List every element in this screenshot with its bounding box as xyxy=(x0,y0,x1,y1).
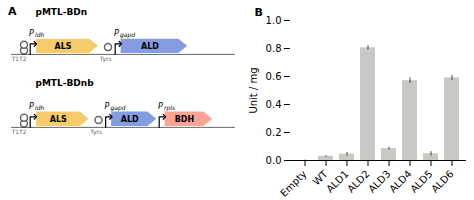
svg-text:WT: WT xyxy=(310,168,330,188)
svg-text:Tyrs: Tyrs xyxy=(89,128,102,136)
svg-text:gapd: gapd xyxy=(110,104,125,112)
svg-text:0.8: 0.8 xyxy=(266,43,282,54)
svg-text:ALD: ALD xyxy=(121,115,139,124)
svg-text:0.0: 0.0 xyxy=(266,155,282,166)
svg-text:gapd: gapd xyxy=(120,31,135,39)
svg-text:Empty: Empty xyxy=(278,168,309,199)
svg-text:P: P xyxy=(29,29,34,38)
svg-text:BDH: BDH xyxy=(175,115,194,124)
svg-text:pMTL-BDn: pMTL-BDn xyxy=(35,7,87,17)
svg-text:ALD1: ALD1 xyxy=(324,168,351,195)
svg-text:ALD5: ALD5 xyxy=(408,168,435,195)
svg-text:P: P xyxy=(158,102,163,111)
svg-text:0.2: 0.2 xyxy=(266,127,282,138)
svg-text:Tyrs: Tyrs xyxy=(99,55,112,63)
svg-text:B: B xyxy=(255,6,263,19)
svg-text:P: P xyxy=(104,102,109,111)
svg-text:ldh: ldh xyxy=(35,31,44,38)
svg-text:ALD6: ALD6 xyxy=(429,168,456,195)
svg-text:P: P xyxy=(114,29,119,38)
svg-text:T1T2: T1T2 xyxy=(11,128,27,135)
svg-text:ALD3: ALD3 xyxy=(366,168,393,195)
svg-text:A: A xyxy=(8,5,17,18)
svg-text:ALD4: ALD4 xyxy=(387,168,414,195)
svg-text:1.0: 1.0 xyxy=(266,15,282,26)
svg-text:0.4: 0.4 xyxy=(266,99,282,110)
svg-text:0.6: 0.6 xyxy=(266,71,282,82)
svg-text:ALD2: ALD2 xyxy=(345,168,372,195)
svg-text:T1T2: T1T2 xyxy=(11,55,27,62)
svg-text:ALD: ALD xyxy=(141,42,159,51)
svg-text:Unit / mg: Unit / mg xyxy=(248,67,259,113)
svg-text:ldh: ldh xyxy=(35,104,44,111)
svg-text:P: P xyxy=(29,102,34,111)
svg-text:ALS: ALS xyxy=(55,42,72,51)
svg-text:ALS: ALS xyxy=(50,115,67,124)
svg-text:rpls: rpls xyxy=(164,104,175,112)
svg-text:pMTL-BDnb: pMTL-BDnb xyxy=(35,78,94,88)
